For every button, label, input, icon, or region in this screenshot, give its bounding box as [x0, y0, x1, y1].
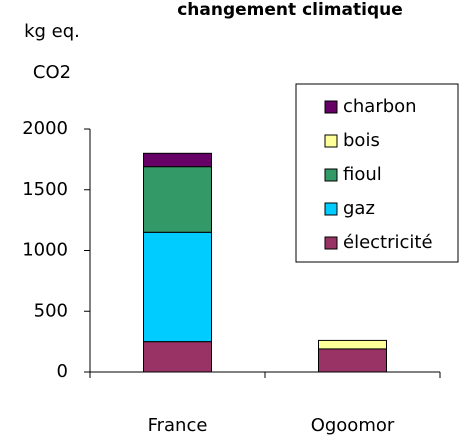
y-tick-label: 2000	[22, 118, 68, 139]
legend-label: bois	[343, 130, 380, 151]
bar-segment	[143, 341, 212, 373]
bar-segment	[143, 231, 212, 343]
x-tick-label: Ogoomor	[311, 415, 395, 436]
chart-title: changement climatique	[177, 0, 403, 20]
legend-swatch	[324, 100, 338, 114]
bar-segment	[318, 339, 387, 350]
bar-segment	[143, 152, 212, 168]
legend-swatch	[324, 134, 338, 148]
legend-swatch	[324, 236, 338, 250]
legend-label: électricité	[343, 232, 433, 253]
y-axis-label: kg eq.	[24, 21, 80, 42]
y-tick-label: 500	[34, 300, 68, 321]
legend-swatch	[324, 168, 338, 182]
y-axis-label: CO2	[33, 62, 71, 83]
y-tick-label: 1500	[22, 179, 68, 200]
legend-label: charbon	[343, 96, 417, 117]
legend-box	[295, 83, 459, 263]
legend-label: fioul	[343, 164, 382, 185]
legend-swatch	[324, 202, 338, 216]
y-tick-label: 0	[57, 361, 68, 382]
legend-label: gaz	[343, 198, 375, 219]
bar-segment	[143, 166, 212, 233]
y-tick-label: 1000	[22, 240, 68, 261]
bar-segment	[318, 348, 387, 373]
x-tick-label: France	[148, 415, 208, 436]
